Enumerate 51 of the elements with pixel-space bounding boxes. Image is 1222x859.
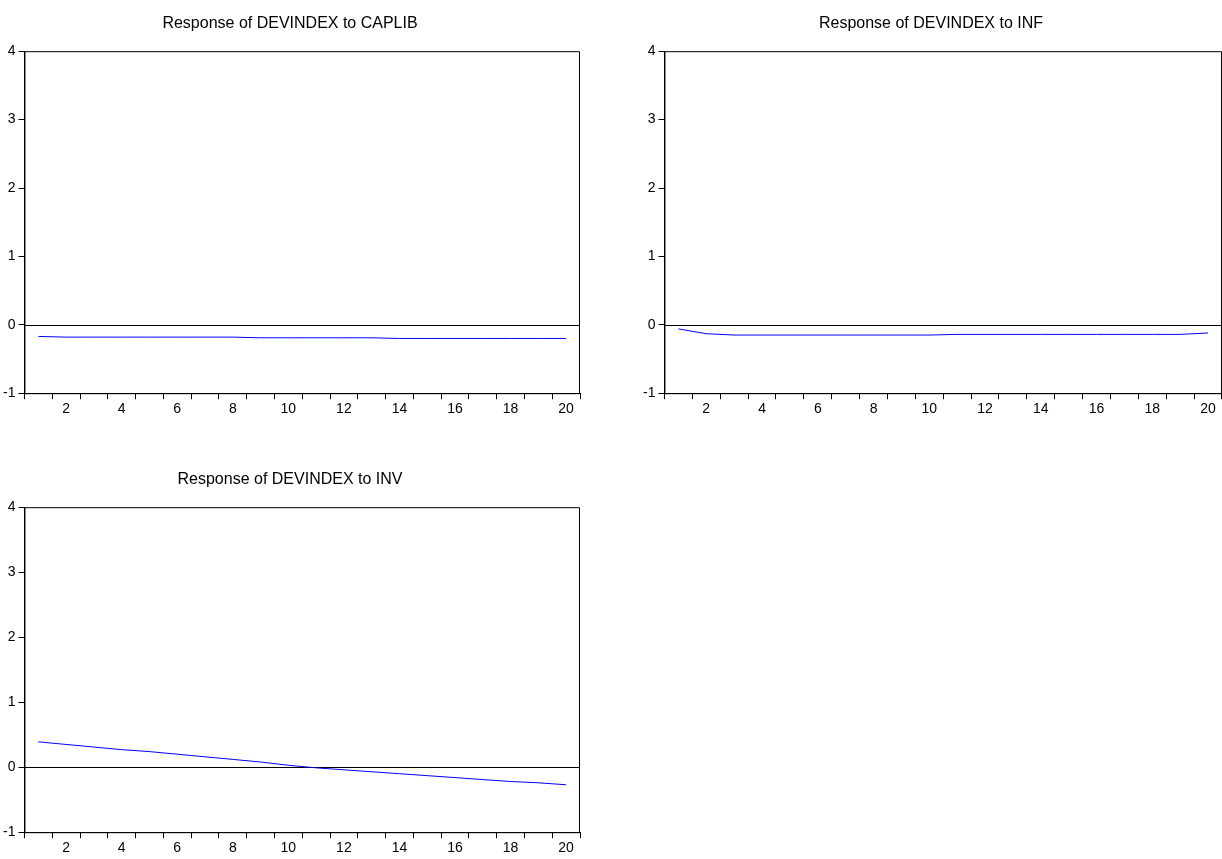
y-tick-label: 4: [7, 42, 16, 59]
x-tick-label: 4: [758, 400, 767, 417]
chart-title: Response of DEVINDEX to INV: [177, 470, 403, 488]
x-tick-label: 20: [558, 839, 575, 856]
y-tick-label: 4: [647, 42, 656, 59]
x-tick-label: 4: [117, 400, 126, 417]
y-tick-label: 2: [647, 178, 656, 195]
x-tick-label: 20: [1200, 400, 1217, 417]
x-tick-label: 10: [280, 839, 297, 856]
x-tick-label: 6: [173, 839, 182, 856]
x-tick-label: 18: [1144, 400, 1161, 417]
y-tick-label: 2: [7, 628, 16, 645]
x-tick-label: 16: [447, 400, 463, 417]
x-tick-label: 2: [62, 839, 71, 856]
x-tick-label: 14: [391, 839, 408, 856]
x-tick-label: 16: [447, 839, 463, 856]
x-tick-label: 6: [813, 400, 822, 417]
x-tick-label: 18: [502, 400, 519, 417]
x-tick-label: 14: [391, 400, 408, 417]
x-tick-label: 12: [336, 839, 352, 856]
y-tick-label: 4: [7, 498, 16, 515]
x-tick-label: 12: [977, 400, 994, 417]
x-tick-label: 18: [502, 839, 519, 856]
x-tick-label: 8: [869, 400, 878, 417]
y-tick-label: -1: [3, 823, 16, 840]
chart-title: Response of DEVINDEX to CAPLIB: [162, 14, 418, 32]
y-tick-label: 3: [647, 110, 656, 127]
x-tick-label: 16: [1088, 400, 1105, 417]
y-tick-label: 1: [647, 247, 656, 264]
y-tick-label: -1: [643, 384, 656, 401]
x-tick-label: 8: [228, 839, 237, 856]
x-tick-label: 20: [558, 400, 575, 417]
chart-title: Response of DEVINDEX to INF: [818, 14, 1044, 32]
y-tick-label: 0: [647, 315, 656, 332]
x-tick-label: 10: [280, 400, 297, 417]
y-tick-label: 3: [7, 563, 16, 580]
y-tick-label: 1: [7, 247, 16, 264]
x-tick-label: 2: [62, 400, 71, 417]
x-tick-label: 8: [228, 400, 237, 417]
x-tick-label: 14: [1033, 400, 1049, 417]
y-tick-label: 3: [7, 110, 16, 127]
y-tick-label: 1: [7, 693, 16, 710]
y-tick-label: 2: [7, 178, 16, 195]
x-tick-label: 10: [921, 400, 938, 417]
x-tick-label: 4: [117, 839, 126, 856]
y-tick-label: -1: [3, 384, 16, 401]
x-tick-label: 12: [336, 400, 352, 417]
y-tick-label: 0: [7, 315, 16, 332]
y-tick-label: 0: [7, 758, 16, 775]
x-tick-label: 6: [173, 400, 182, 417]
x-tick-label: 2: [702, 400, 711, 417]
